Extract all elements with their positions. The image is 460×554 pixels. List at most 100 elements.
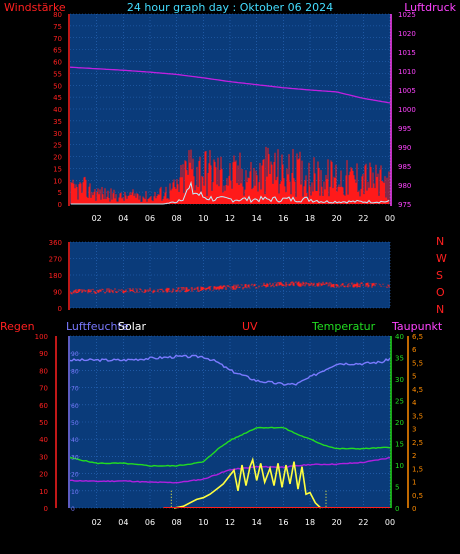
compass-label: O bbox=[436, 286, 445, 299]
pressure-tick-label: 995 bbox=[398, 125, 411, 133]
pressure-tick-label: 1020 bbox=[398, 30, 416, 38]
wind-tick-label: 0 bbox=[58, 201, 62, 209]
hour-tick-label: 16 bbox=[278, 518, 288, 527]
humidity-tick-label: 0 bbox=[71, 506, 75, 513]
uv-tick-label: 3 bbox=[412, 426, 416, 434]
wind-pressure-axes: 0510152025303540455055606570758097598098… bbox=[53, 11, 416, 223]
hour-tick-label: 10 bbox=[198, 214, 208, 223]
hour-tick-label: 06 bbox=[145, 214, 155, 223]
wind-tick-label: 70 bbox=[53, 35, 62, 43]
uv-tick-label: 4,5 bbox=[412, 386, 423, 394]
climate-panel: 0102030405060708090100010203040506070809… bbox=[0, 320, 443, 527]
rain-tick-label: 30 bbox=[39, 453, 48, 461]
humidity-tick-label: 70 bbox=[71, 386, 79, 393]
hour-tick-label: 10 bbox=[198, 518, 208, 527]
pressure-tick-label: 990 bbox=[398, 144, 411, 152]
hour-tick-label: 16 bbox=[278, 214, 288, 223]
compass-label: W bbox=[436, 252, 447, 265]
uv-tick-label: 0 bbox=[412, 505, 416, 513]
hour-tick-label: 00 bbox=[385, 518, 395, 527]
hour-tick-label: 04 bbox=[118, 214, 128, 223]
uv-tick-label: 0,5 bbox=[412, 492, 423, 500]
hour-tick-label: 22 bbox=[358, 518, 368, 527]
pressure-tick-label: 1025 bbox=[398, 11, 416, 19]
direction-tick-label: 0 bbox=[58, 305, 62, 313]
direction-tick-label: 360 bbox=[49, 239, 62, 247]
compass-label: N bbox=[436, 303, 444, 316]
temperature-tick-label: 40 bbox=[395, 333, 404, 341]
temperature-line bbox=[70, 426, 391, 467]
hour-tick-label: 12 bbox=[225, 214, 235, 223]
hour-tick-label: 20 bbox=[332, 518, 342, 527]
uv-tick-label: 2,5 bbox=[412, 439, 423, 447]
compass-label: S bbox=[436, 269, 443, 282]
temperature-tick-label: 20 bbox=[395, 419, 404, 427]
climate-series bbox=[69, 354, 391, 509]
rain-tick-label: 50 bbox=[39, 419, 48, 427]
rain-tick-label: 0 bbox=[44, 505, 48, 513]
wind-tick-label: 10 bbox=[53, 177, 62, 185]
hour-tick-label: 22 bbox=[358, 214, 368, 223]
uv-tick-label: 1 bbox=[412, 479, 416, 487]
hour-tick-label: 12 bbox=[225, 518, 235, 527]
hour-tick-label: 14 bbox=[252, 214, 262, 223]
humidity-line bbox=[69, 354, 391, 386]
uv-tick-label: 6 bbox=[412, 346, 417, 354]
rain-tick-label: 80 bbox=[39, 367, 48, 375]
wind-pressure-series bbox=[69, 66, 391, 205]
wind-tick-label: 40 bbox=[53, 106, 62, 114]
temperature-tick-label: 25 bbox=[395, 398, 404, 406]
wind-tick-label: 60 bbox=[53, 59, 62, 67]
uv-tick-label: 4 bbox=[412, 399, 417, 407]
hour-tick-label: 08 bbox=[172, 518, 182, 527]
pressure-tick-label: 980 bbox=[398, 182, 411, 190]
direction-tick-label: 90 bbox=[53, 289, 62, 297]
wind-series bbox=[70, 146, 390, 204]
temperature-tick-label: 0 bbox=[395, 505, 399, 513]
uv-label: UV bbox=[242, 320, 258, 333]
pressure-tick-label: 1005 bbox=[398, 87, 416, 95]
uv-tick-label: 3,5 bbox=[412, 412, 423, 420]
wind-tick-label: 35 bbox=[53, 118, 62, 126]
pressure-tick-label: 1010 bbox=[398, 68, 416, 76]
uv-tick-label: 1,5 bbox=[412, 465, 423, 473]
hour-tick-label: 02 bbox=[92, 214, 102, 223]
hour-tick-label: 18 bbox=[305, 518, 315, 527]
rain-tick-label: 40 bbox=[39, 436, 48, 444]
pressure-axis-label: Luftdruck bbox=[404, 1, 456, 14]
temperature-tick-label: 5 bbox=[395, 484, 399, 492]
rain-tick-label: 90 bbox=[39, 350, 48, 358]
pressure-tick-label: 1015 bbox=[398, 49, 416, 57]
hour-tick-label: 06 bbox=[145, 518, 155, 527]
wind-direction-trace bbox=[70, 281, 390, 295]
wind-tick-label: 65 bbox=[53, 47, 62, 55]
direction-tick-label: 180 bbox=[49, 272, 62, 280]
climate-axes: 0102030405060708090100010203040506070809… bbox=[35, 333, 424, 527]
humidity-label: Luftfeuchte bbox=[66, 320, 129, 333]
wind-tick-label: 30 bbox=[53, 130, 62, 138]
hour-tick-label: 08 bbox=[172, 214, 182, 223]
uv-tick-label: 5 bbox=[412, 373, 416, 381]
rain-tick-label: 70 bbox=[39, 385, 48, 393]
humidity-tick-label: 40 bbox=[71, 437, 79, 444]
wind-tick-label: 45 bbox=[53, 94, 62, 102]
uv-tick-label: 2 bbox=[412, 452, 416, 460]
humidity-tick-label: 50 bbox=[71, 420, 79, 427]
wind-direction-grid bbox=[70, 241, 391, 309]
wind-tick-label: 55 bbox=[53, 70, 62, 78]
pressure-tick-label: 975 bbox=[398, 201, 411, 209]
dewpoint-line bbox=[69, 457, 391, 484]
average-wind-line bbox=[71, 180, 390, 205]
hour-tick-label: 02 bbox=[92, 518, 102, 527]
rain-label: Regen bbox=[0, 320, 35, 333]
wind-tick-label: 50 bbox=[53, 82, 62, 90]
wind-direction-series bbox=[70, 281, 390, 295]
hour-tick-label: 14 bbox=[252, 518, 262, 527]
humidity-tick-label: 80 bbox=[71, 368, 79, 375]
wind-tick-label: 25 bbox=[53, 142, 62, 150]
pressure-tick-label: 985 bbox=[398, 163, 411, 171]
humidity-tick-label: 90 bbox=[71, 351, 79, 358]
wind-pressure-panel: 0510152025303540455055606570758097598098… bbox=[4, 1, 457, 223]
rain-tick-label: 10 bbox=[39, 488, 48, 496]
